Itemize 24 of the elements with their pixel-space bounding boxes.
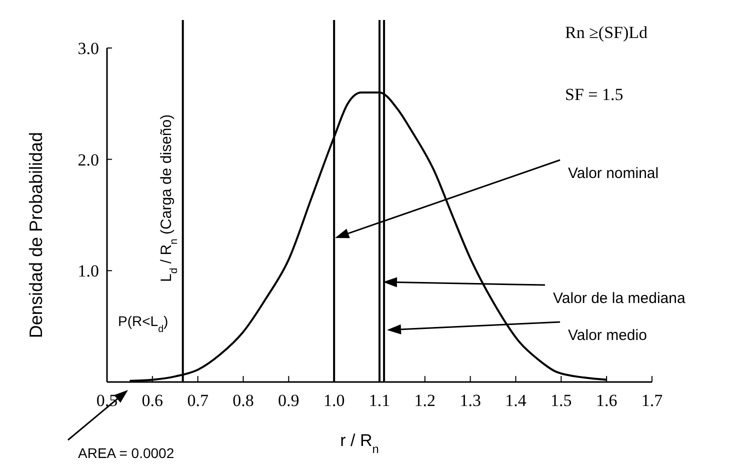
x-tick-label: 1.7 — [641, 391, 664, 410]
x-tick-label: 1.6 — [596, 391, 618, 410]
x-tick-label: 0.7 — [187, 391, 209, 410]
annotation: P(R<L$_{d}$) — [118, 313, 168, 334]
annotation: SF = 1.5 — [565, 85, 624, 104]
y-axis-title: Densidad de Probabilidad — [26, 132, 46, 338]
text: AREA = 0.0002 — [78, 445, 174, 461]
annotation: Valor de la mediana — [553, 290, 686, 307]
y-tick-label: 1.0 — [78, 262, 99, 281]
y-tick-label: 3.0 — [78, 39, 99, 58]
annotation: Valor nominal — [568, 165, 659, 182]
x-tick-label: 0.8 — [232, 391, 254, 410]
x-tick-label: 1.0 — [323, 391, 345, 410]
x-tick-label: 1.2 — [414, 391, 436, 410]
x-tick-label: 1.5 — [550, 391, 572, 410]
x-axis-title: r / R$_{n}$ — [340, 431, 379, 456]
y-tick-label: 2.0 — [78, 150, 99, 170]
annotation: Valor medio — [568, 327, 647, 344]
x-tick-label: 0.9 — [278, 391, 300, 410]
x-tick-label: 0.6 — [142, 391, 164, 410]
x-tick-label: 1.3 — [460, 391, 481, 410]
x-tick-label: 1.4 — [505, 391, 527, 410]
x-tick-label: 1.1 — [368, 391, 390, 410]
text: Rn ≥(SF)Ld — [565, 23, 648, 42]
